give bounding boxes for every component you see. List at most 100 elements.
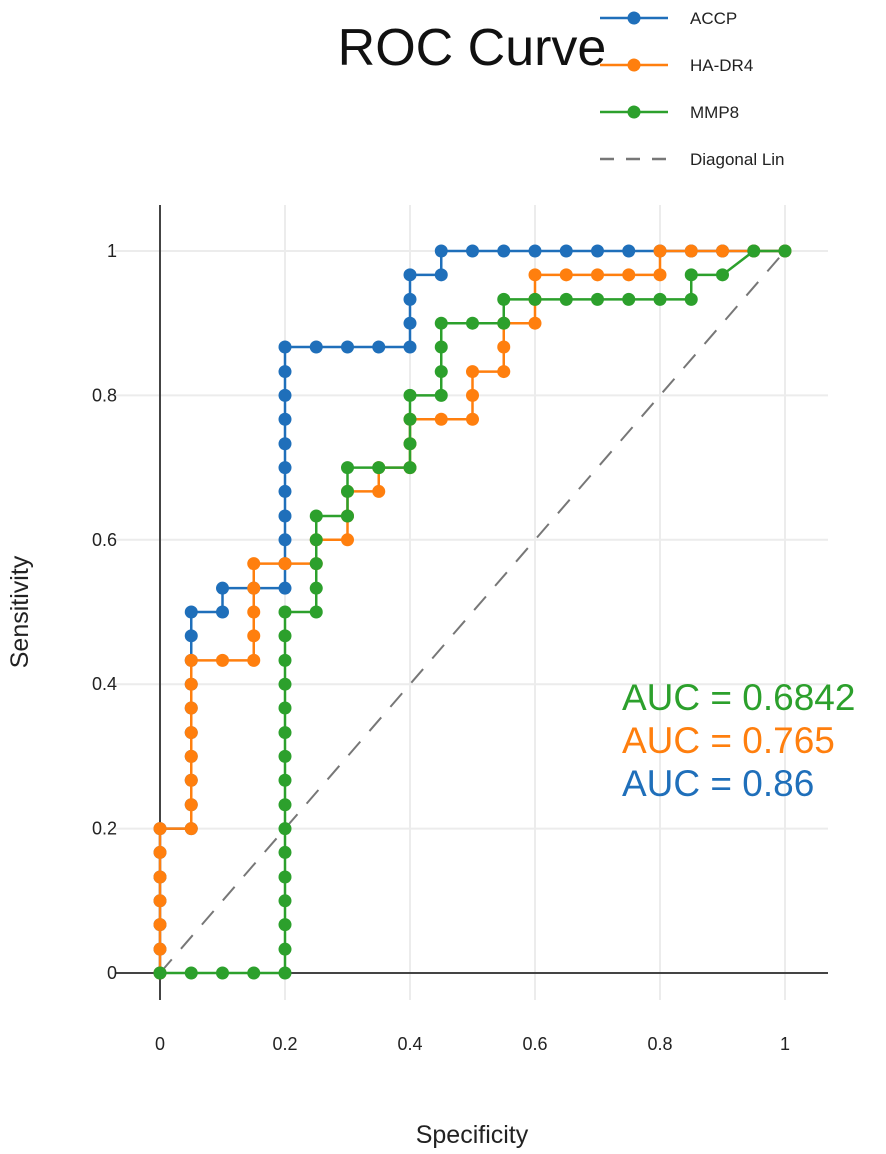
data-point bbox=[153, 870, 167, 884]
data-point bbox=[434, 268, 448, 282]
data-point bbox=[591, 292, 604, 306]
y-tick-label: 0.6 bbox=[92, 530, 117, 550]
x-tick-label: 0.2 bbox=[272, 1034, 297, 1054]
data-point bbox=[153, 942, 167, 956]
data-point bbox=[403, 316, 417, 330]
data-point bbox=[403, 412, 417, 426]
data-point bbox=[591, 268, 604, 282]
data-point bbox=[622, 244, 636, 258]
data-point bbox=[622, 292, 636, 306]
data-point bbox=[247, 653, 261, 667]
data-point bbox=[184, 701, 198, 715]
series-mmp8 bbox=[153, 244, 792, 980]
data-point bbox=[466, 316, 479, 330]
data-point bbox=[528, 244, 542, 258]
data-point bbox=[278, 581, 292, 595]
tick-labels: 0 0.2 0.4 0.6 0.8 1 0 0.2 0.4 0.6 0.8 1 bbox=[92, 241, 790, 1054]
data-point bbox=[278, 412, 292, 426]
data-point bbox=[466, 244, 479, 258]
data-point bbox=[341, 509, 354, 523]
x-axis-label: Specificity bbox=[416, 1121, 529, 1149]
data-point bbox=[153, 918, 167, 932]
data-point bbox=[278, 677, 292, 691]
legend-marker bbox=[627, 105, 641, 119]
data-point bbox=[341, 340, 354, 354]
legend-item[interactable]: Diagonal Lin bbox=[600, 150, 785, 169]
data-point bbox=[278, 918, 292, 932]
data-point bbox=[434, 316, 448, 330]
chart-title: ROC Curve bbox=[338, 19, 607, 77]
data-point bbox=[497, 340, 511, 354]
data-point bbox=[403, 292, 417, 306]
data-point bbox=[372, 340, 386, 354]
data-point bbox=[184, 773, 198, 787]
data-point bbox=[184, 605, 198, 619]
y-tick-label: 0.8 bbox=[92, 385, 117, 405]
data-point bbox=[278, 653, 292, 667]
legend-item[interactable]: ACCP bbox=[600, 9, 737, 28]
data-point bbox=[278, 437, 292, 451]
data-point bbox=[341, 484, 354, 498]
y-tick-label: 0.4 bbox=[92, 674, 117, 694]
data-point bbox=[497, 365, 511, 379]
y-tick-label: 0 bbox=[107, 963, 117, 983]
data-point bbox=[403, 340, 417, 354]
data-point bbox=[184, 749, 198, 763]
data-point bbox=[184, 629, 198, 643]
legend-marker bbox=[627, 58, 641, 72]
legend-label: MMP8 bbox=[690, 103, 739, 122]
data-point bbox=[278, 870, 292, 884]
data-point bbox=[653, 292, 667, 306]
data-point bbox=[653, 268, 667, 282]
data-point bbox=[278, 966, 292, 980]
legend-item[interactable]: HA-DR4 bbox=[600, 56, 753, 75]
data-point bbox=[684, 244, 698, 258]
data-point bbox=[434, 365, 448, 379]
data-point bbox=[278, 605, 292, 619]
data-point bbox=[716, 244, 729, 258]
data-point bbox=[184, 653, 198, 667]
data-point bbox=[434, 388, 448, 402]
data-point bbox=[622, 268, 636, 282]
data-point bbox=[309, 581, 323, 595]
data-point bbox=[403, 388, 417, 402]
data-point bbox=[403, 461, 417, 475]
data-point bbox=[466, 388, 479, 402]
data-point bbox=[716, 268, 729, 282]
data-point bbox=[497, 292, 511, 306]
legend-item[interactable]: MMP8 bbox=[600, 103, 739, 122]
data-point bbox=[309, 605, 323, 619]
data-point bbox=[247, 966, 261, 980]
data-point bbox=[216, 653, 229, 667]
data-point bbox=[278, 484, 292, 498]
x-tick-label: 0.4 bbox=[397, 1034, 422, 1054]
series-group bbox=[153, 244, 792, 980]
data-point bbox=[559, 268, 573, 282]
data-point bbox=[278, 845, 292, 859]
y-axis-label: Sensitivity bbox=[6, 555, 34, 668]
data-point bbox=[403, 268, 417, 282]
legend: ACCP HA-DR4 MMP8 Diagonal Lin bbox=[600, 9, 785, 169]
data-point bbox=[216, 581, 229, 595]
data-point bbox=[372, 484, 386, 498]
legend-label: ACCP bbox=[690, 9, 737, 28]
data-point bbox=[278, 365, 292, 379]
data-point bbox=[216, 605, 229, 619]
data-point bbox=[278, 749, 292, 763]
data-point bbox=[591, 244, 604, 258]
data-point bbox=[184, 966, 198, 980]
data-point bbox=[341, 461, 354, 475]
data-point bbox=[278, 340, 292, 354]
data-point bbox=[278, 822, 292, 836]
x-tick-label: 0.6 bbox=[522, 1034, 547, 1054]
x-tick-label: 0 bbox=[155, 1034, 165, 1054]
data-point bbox=[278, 509, 292, 523]
data-point bbox=[216, 966, 229, 980]
data-point bbox=[528, 316, 542, 330]
data-point bbox=[247, 581, 261, 595]
data-point bbox=[278, 894, 292, 908]
legend-label: HA-DR4 bbox=[690, 56, 753, 75]
data-point bbox=[372, 461, 386, 475]
